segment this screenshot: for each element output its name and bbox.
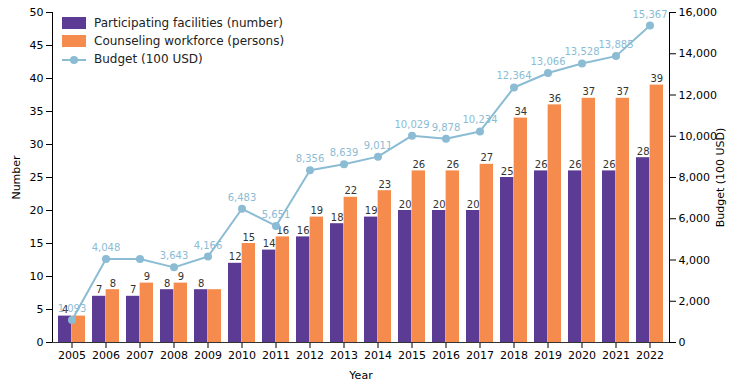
svg-text:2008: 2008 <box>160 349 188 362</box>
svg-text:8,639: 8,639 <box>330 147 359 158</box>
svg-text:9: 9 <box>178 271 184 282</box>
svg-text:30: 30 <box>30 138 44 151</box>
html-text:Counseling workforce (persons): Counseling workforce (persons) <box>94 34 285 48</box>
svg-text:12: 12 <box>229 251 242 262</box>
svg-text:6,000: 6,000 <box>679 212 711 225</box>
svg-text:4,048: 4,048 <box>92 242 121 253</box>
svg-text:27: 27 <box>480 152 493 163</box>
svg-text:26: 26 <box>446 159 459 170</box>
svg-text:5,651: 5,651 <box>262 209 291 220</box>
svg-text:8,000: 8,000 <box>679 171 711 184</box>
svg-text:2017: 2017 <box>466 349 494 362</box>
svg-text:8,356: 8,356 <box>296 153 325 164</box>
svg-text:2005: 2005 <box>58 349 86 362</box>
svg-text:10,234: 10,234 <box>463 114 498 125</box>
svg-text:2018: 2018 <box>500 349 528 362</box>
svg-text:20: 20 <box>30 204 44 217</box>
svg-text:4,000: 4,000 <box>679 254 711 267</box>
svg-text:9,878: 9,878 <box>432 122 461 133</box>
svg-text:2016: 2016 <box>432 349 460 362</box>
svg-text:1,093: 1,093 <box>58 303 87 314</box>
svg-text:37: 37 <box>616 86 629 97</box>
svg-text:26: 26 <box>412 159 425 170</box>
svg-text:39: 39 <box>650 73 663 84</box>
svg-text:9,011: 9,011 <box>364 140 393 151</box>
svg-text:15,367: 15,367 <box>633 9 668 20</box>
svg-text:13,528: 13,528 <box>565 46 600 57</box>
svg-text:14,000: 14,000 <box>679 47 718 60</box>
svg-text:19: 19 <box>310 205 323 216</box>
svg-text:2014: 2014 <box>364 349 392 362</box>
svg-text:2006: 2006 <box>92 349 120 362</box>
svg-text:Budget (100 USD): Budget (100 USD) <box>714 128 727 228</box>
svg-text:16: 16 <box>276 225 289 236</box>
svg-text:2021: 2021 <box>602 349 630 362</box>
svg-text:2009: 2009 <box>194 349 222 362</box>
svg-text:2022: 2022 <box>636 349 664 362</box>
svg-text:4,166: 4,166 <box>194 240 223 251</box>
svg-text:10,029: 10,029 <box>395 119 430 130</box>
svg-text:13,066: 13,066 <box>531 56 566 67</box>
svg-text:20: 20 <box>433 199 446 210</box>
svg-text:14: 14 <box>263 238 276 249</box>
svg-text:2015: 2015 <box>398 349 426 362</box>
svg-text:40: 40 <box>30 72 44 85</box>
svg-text:13,885: 13,885 <box>599 39 634 50</box>
html-text:Budget (100 USD): Budget (100 USD) <box>94 52 203 66</box>
svg-text:Year: Year <box>348 369 373 382</box>
svg-text:2019: 2019 <box>534 349 562 362</box>
svg-text:8: 8 <box>164 278 170 289</box>
svg-text:2007: 2007 <box>126 349 154 362</box>
svg-text:0: 0 <box>37 336 44 349</box>
svg-text:18: 18 <box>331 212 344 223</box>
svg-text:26: 26 <box>569 159 582 170</box>
svg-text:7: 7 <box>96 284 102 295</box>
svg-text:2013: 2013 <box>330 349 358 362</box>
svg-text:35: 35 <box>30 105 44 118</box>
svg-text:8: 8 <box>110 278 116 289</box>
svg-text:36: 36 <box>548 93 561 104</box>
svg-text:10: 10 <box>30 270 44 283</box>
svg-text:2012: 2012 <box>296 349 324 362</box>
svg-text:8: 8 <box>198 278 204 289</box>
svg-text:22: 22 <box>344 185 357 196</box>
svg-text:15: 15 <box>30 237 44 250</box>
svg-text:4: 4 <box>62 304 68 315</box>
svg-text:10,000: 10,000 <box>679 130 718 143</box>
svg-text:7: 7 <box>130 284 136 295</box>
svg-text:9: 9 <box>144 271 150 282</box>
svg-text:6,483: 6,483 <box>228 192 257 203</box>
svg-text:25: 25 <box>501 166 514 177</box>
svg-text:25: 25 <box>30 171 44 184</box>
svg-text:34: 34 <box>514 106 527 117</box>
svg-text:15: 15 <box>242 232 255 243</box>
svg-text:28: 28 <box>637 146 650 157</box>
svg-text:26: 26 <box>603 159 616 170</box>
svg-text:2011: 2011 <box>262 349 290 362</box>
svg-text:3,643: 3,643 <box>160 250 189 261</box>
svg-text:23: 23 <box>378 179 391 190</box>
svg-text:2,000: 2,000 <box>679 295 711 308</box>
svg-text:26: 26 <box>535 159 548 170</box>
html-text:Participating facilities (numb: Participating facilities (number) <box>94 16 283 30</box>
svg-text:12,000: 12,000 <box>679 89 718 102</box>
svg-text:16,000: 16,000 <box>679 6 718 19</box>
svg-text:50: 50 <box>30 6 44 19</box>
svg-text:0: 0 <box>679 336 686 349</box>
svg-text:Number: Number <box>10 155 23 200</box>
svg-text:12,364: 12,364 <box>497 70 532 81</box>
svg-text:2020: 2020 <box>568 349 596 362</box>
svg-text:37: 37 <box>582 86 595 97</box>
svg-text:2010: 2010 <box>228 349 256 362</box>
svg-text:5: 5 <box>37 303 44 316</box>
svg-text:20: 20 <box>467 199 480 210</box>
svg-text:20: 20 <box>399 199 412 210</box>
svg-text:45: 45 <box>30 39 44 52</box>
svg-text:16: 16 <box>297 225 310 236</box>
svg-text:19: 19 <box>365 205 378 216</box>
